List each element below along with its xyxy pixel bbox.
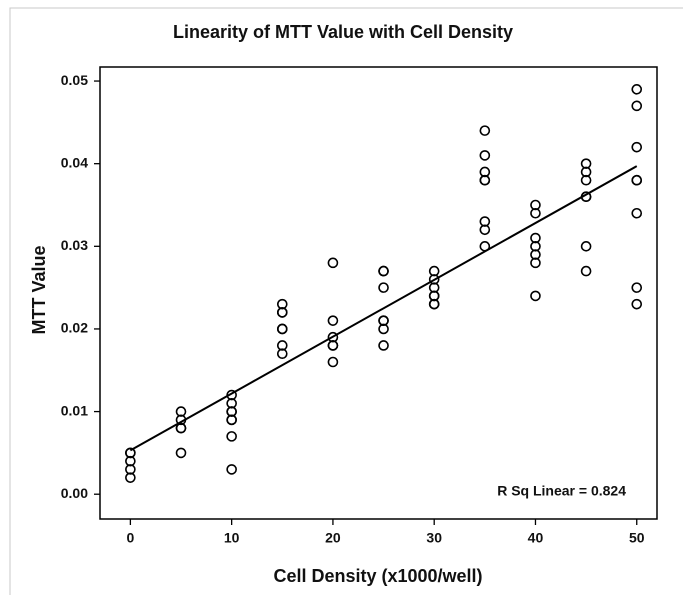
point — [378, 282, 389, 293]
point — [125, 472, 136, 483]
x-tick-label: 30 — [426, 530, 442, 546]
x-tick-label: 0 — [126, 530, 134, 546]
point — [226, 414, 237, 426]
point — [631, 141, 643, 153]
point — [631, 298, 643, 310]
point — [580, 191, 592, 203]
point — [226, 431, 237, 442]
point — [530, 207, 541, 219]
y-tick-label: 0.01 — [61, 402, 88, 418]
point — [580, 174, 592, 186]
y-axis-label: MTT Value — [29, 245, 49, 334]
fit-line — [129, 165, 638, 452]
x-tick-label: 10 — [224, 530, 240, 546]
point — [378, 340, 389, 351]
point — [479, 241, 491, 252]
point — [175, 422, 187, 434]
point — [631, 282, 643, 293]
point — [631, 207, 643, 219]
point — [378, 265, 389, 277]
point — [479, 224, 491, 236]
y-tick-label: 0.04 — [61, 154, 88, 170]
point — [276, 323, 288, 335]
point — [327, 356, 339, 368]
point — [175, 447, 187, 459]
point — [631, 174, 643, 186]
point — [631, 100, 643, 112]
x-axis-label: Cell Density (x1000/well) — [273, 566, 482, 586]
point — [580, 265, 592, 277]
point — [530, 290, 541, 302]
point — [479, 125, 491, 136]
plot-area — [99, 66, 658, 520]
point — [327, 340, 339, 351]
point — [327, 257, 339, 269]
y-tick-label: 0.03 — [61, 237, 88, 253]
point — [428, 298, 440, 310]
point — [631, 84, 643, 95]
point — [479, 174, 491, 186]
chart-title: Linearity of MTT Value with Cell Density — [173, 22, 513, 42]
point — [276, 348, 288, 360]
point — [327, 315, 339, 326]
point — [580, 241, 592, 252]
point — [378, 323, 389, 335]
x-tick-label: 40 — [528, 530, 544, 546]
x-tick-label: 50 — [629, 530, 645, 546]
point — [530, 257, 541, 269]
point — [276, 307, 288, 318]
y-tick-label: 0.00 — [61, 485, 88, 501]
annotation: R Sq Linear = 0.824 — [497, 483, 626, 499]
y-tick-label: 0.05 — [61, 72, 88, 88]
x-tick-label: 20 — [325, 530, 341, 546]
point — [226, 464, 237, 475]
point — [479, 150, 491, 161]
y-tick-label: 0.02 — [61, 320, 88, 336]
